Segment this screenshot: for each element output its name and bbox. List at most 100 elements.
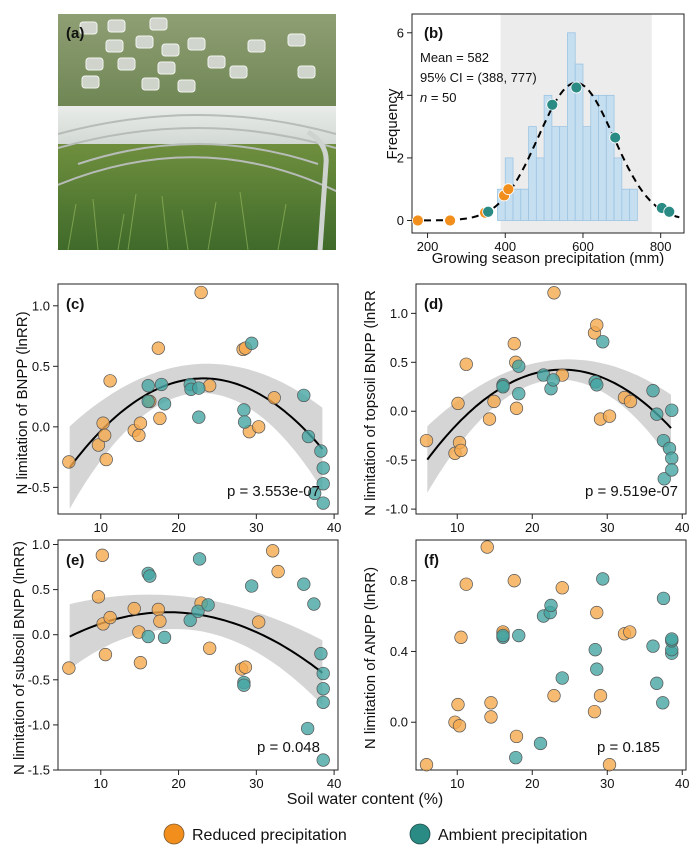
- grass-strokes: [67, 191, 287, 250]
- reduced-point: [91, 590, 106, 604]
- panel-f-ylabel: N limitation of ANPP (lnRR): [362, 567, 379, 749]
- x-tick-label: 400: [494, 239, 516, 254]
- histogram-bar: [559, 126, 568, 221]
- panel-e-label: (e): [66, 552, 84, 569]
- ambient-point: [663, 205, 676, 218]
- site-photo-panel: [58, 14, 336, 250]
- ambient-point: [657, 472, 671, 486]
- ambient-point: [301, 429, 316, 444]
- stat-n-symbol: n: [420, 90, 427, 105]
- ambient-point: [308, 486, 322, 501]
- x-tick-label: 10: [94, 776, 108, 791]
- reduced-point: [91, 438, 106, 452]
- reduced-point: [203, 641, 217, 655]
- x-tick-label: 200: [417, 239, 439, 254]
- ambient-point: [245, 336, 259, 350]
- reduced-point: [98, 428, 112, 442]
- reduced-point: [484, 696, 498, 710]
- ambient-point: [546, 98, 559, 111]
- ambient-point: [609, 131, 622, 144]
- legend-ambient-marker: [409, 823, 431, 845]
- legend: Reduced precipitation Ambient precipitat…: [163, 823, 587, 845]
- y-tick-label: 0.0: [32, 419, 50, 434]
- reduced-point: [507, 574, 521, 588]
- quadratic-fit-line: [426, 368, 672, 461]
- stat-ci: 95% CI = (388, 777): [420, 70, 537, 85]
- histogram-bar: [520, 188, 529, 221]
- panel-c-scatter: 10 20 30 40-0.50.00.51.0 (c) p = 3.553e-07 …: [14, 283, 341, 535]
- ambient-point: [192, 552, 207, 566]
- reduced-point: [267, 391, 281, 405]
- ambient-point: [496, 380, 510, 394]
- reduced-point: [602, 758, 617, 772]
- reduced-point: [133, 416, 148, 430]
- panel-e-ylabel: N limitation of subsoil BNPP (lnRR): [11, 541, 28, 775]
- reduced-point: [62, 455, 76, 469]
- ambient-point: [512, 628, 526, 643]
- x-tick-label: 20: [171, 520, 185, 535]
- reduced-point: [252, 615, 266, 629]
- ambient-point: [183, 613, 197, 627]
- ambient-point: [192, 410, 206, 424]
- site-points: [411, 81, 676, 227]
- ambient-point: [316, 666, 330, 681]
- reduced-point: [587, 704, 602, 719]
- ambient-point: [656, 591, 671, 606]
- reduced-point: [480, 540, 494, 554]
- panel-c-plot-area: 10 20 30 40 -0.5 0.0 0.5 1.0: [28, 283, 341, 535]
- ambient-point: [509, 750, 523, 765]
- reduced-point: [419, 433, 434, 448]
- ambient-point: [141, 629, 155, 644]
- panel-b-axes: 200 400 600 800 0 2 4 6: [397, 25, 672, 254]
- y-tick-label: 6: [397, 25, 404, 40]
- reduced-point: [62, 661, 76, 675]
- reduced-point: [151, 602, 165, 617]
- reduced-point: [452, 719, 467, 733]
- quadratic-fit-line: [68, 377, 324, 469]
- ambient-point: [665, 632, 679, 646]
- reduced-point: [96, 416, 110, 430]
- ambient-point: [570, 81, 583, 94]
- panel-f-label: (f): [424, 552, 439, 569]
- reduced-point: [509, 401, 524, 415]
- reduced-point: [271, 564, 285, 579]
- x-tick-label: 30: [249, 776, 263, 791]
- ambient-point: [316, 682, 330, 696]
- histogram-bar: [605, 94, 615, 221]
- legend-reduced-label: Reduced precipitation: [192, 827, 347, 844]
- ambient-point: [546, 373, 560, 387]
- reduced-point: [419, 758, 434, 772]
- ambient-point: [656, 696, 670, 710]
- reduced-point: [151, 341, 165, 355]
- shelter-arches: [58, 114, 336, 250]
- ambient-point: [316, 753, 330, 767]
- panel-f-plot-area: 10 20 30 40 0.0 0.4 0.8: [390, 539, 689, 791]
- reduced-point: [547, 689, 561, 703]
- y-tick-label: 1.0: [32, 298, 50, 313]
- histogram-bar: [535, 157, 545, 221]
- panel-f-scatter: 10 20 30 40 0.0 0.4 0.8 (f) p = 0.185 N limita…: [362, 539, 689, 791]
- legend-ambient-label: Ambient precipitation: [438, 827, 587, 844]
- ambient-point: [192, 381, 206, 395]
- reduced-point: [590, 318, 604, 332]
- ambient-point: [588, 643, 602, 657]
- confidence-band: [69, 363, 323, 509]
- x-tick-label: 30: [600, 776, 614, 791]
- panel-d-label: (d): [424, 296, 443, 313]
- histogram-bar: [551, 126, 561, 221]
- ambient-point: [297, 388, 311, 403]
- y-tick-label: 0.0: [32, 627, 50, 642]
- x-tick-label: 10: [94, 520, 108, 535]
- panel-e-pvalue: p = 0.048: [257, 739, 320, 756]
- y-tick-label: 0.4: [390, 644, 408, 659]
- panel-d-scatter: 10 20 30 40 -1.0 -0.5 0.0 0.5 1.0 (d) p = 9.519e…: [362, 283, 689, 535]
- y-tick-label: 1.0: [390, 306, 408, 321]
- x-tick-label: 40: [327, 520, 341, 535]
- ambient-point: [301, 721, 315, 736]
- x-tick-label: 30: [249, 520, 263, 535]
- aerial-shelters: [79, 17, 316, 93]
- reduced-point: [502, 183, 515, 196]
- panel-d-plot-area: 10 20 30 40 -1.0 -0.5 0.0 0.5 1.0: [386, 283, 689, 535]
- y-tick-label: -0.5: [386, 453, 408, 468]
- ambient-point: [316, 695, 330, 710]
